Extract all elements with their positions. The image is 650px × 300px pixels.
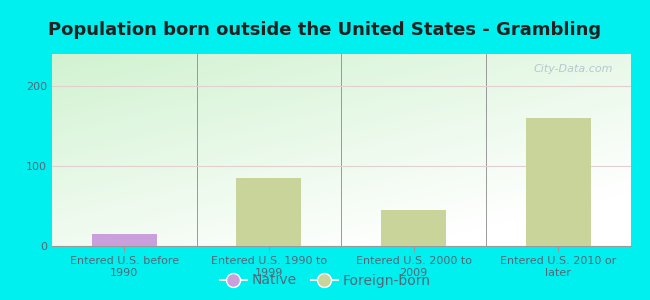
Legend: Native, Foreign-born: Native, Foreign-born (214, 268, 436, 293)
Bar (526, 118, 591, 246)
Bar (237, 178, 302, 246)
Text: Population born outside the United States - Grambling: Population born outside the United State… (49, 21, 601, 39)
Bar (92, 234, 157, 246)
Bar (381, 210, 446, 246)
Text: City-Data.com: City-Data.com (534, 64, 613, 74)
